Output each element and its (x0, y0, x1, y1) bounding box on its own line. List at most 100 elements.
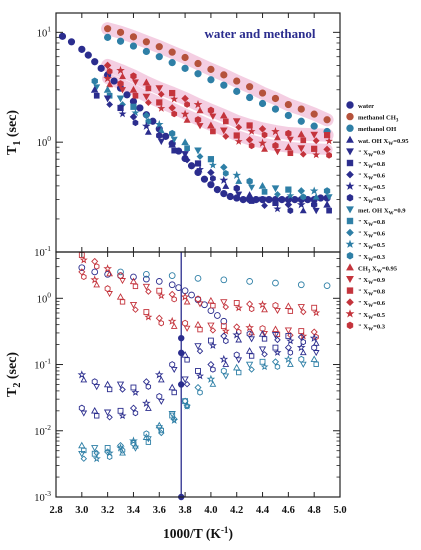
data-point (144, 312, 153, 321)
highlight-bands (101, 22, 334, 155)
data-point (91, 257, 99, 265)
data-point (181, 138, 189, 146)
data-point (129, 404, 138, 412)
data-point (129, 42, 138, 50)
data-point (158, 320, 164, 327)
data-point (142, 93, 151, 101)
axes: 2.8 3.0 3.2 3.4 3.6 3.8 4.0 4.2 4.4 4.6 4.8 5.0 101 1… (5, 12, 347, 541)
x-tick-label: 4.4 (256, 505, 270, 516)
data-point (213, 185, 221, 194)
data-point (106, 270, 113, 277)
data-point (207, 168, 215, 177)
data-point (296, 200, 306, 209)
data-point (103, 74, 112, 83)
data-point (297, 333, 305, 341)
data-point (81, 273, 87, 281)
data-point (155, 53, 163, 61)
data-point (312, 207, 320, 215)
data-point (181, 397, 189, 405)
legend-marker (346, 206, 354, 214)
data-point (91, 406, 99, 414)
data-point (312, 308, 321, 317)
data-point (194, 160, 202, 167)
legend-marker (346, 135, 354, 143)
data-point (284, 344, 292, 352)
data-point (181, 94, 189, 103)
data-point (207, 106, 215, 114)
data-point (157, 138, 165, 146)
legend-marker (346, 159, 354, 167)
data-point (234, 137, 243, 145)
data-point (106, 101, 114, 108)
data-point (246, 93, 254, 102)
data-point (312, 150, 321, 159)
data-point (271, 127, 280, 136)
data-point (287, 207, 294, 214)
data-point (246, 122, 253, 129)
data-point (272, 301, 279, 309)
data-point (297, 105, 305, 113)
data-point (222, 132, 230, 140)
data-point (323, 145, 331, 154)
data-point (245, 347, 254, 354)
data-point (103, 61, 112, 70)
data-point (309, 186, 319, 195)
data-point (245, 361, 254, 369)
data-point (167, 316, 177, 325)
data-point (67, 38, 76, 46)
data-point (311, 145, 318, 152)
data-point (119, 449, 126, 456)
data-point (157, 104, 166, 112)
x-tick-label: 2.8 (49, 505, 62, 516)
data-point (194, 383, 202, 392)
data-point (184, 402, 190, 410)
data-point (117, 104, 124, 112)
legend-marker (346, 287, 354, 294)
data-point (274, 190, 281, 198)
legend-label: " XW=0.9 (358, 149, 386, 158)
data-point (285, 333, 292, 339)
data-point (154, 370, 164, 379)
data-point (207, 121, 215, 129)
legend-label: " XW=0.8 (358, 289, 386, 298)
data-point (91, 77, 98, 85)
data-point (206, 374, 216, 383)
data-point (142, 111, 151, 120)
data-point (118, 109, 127, 118)
data-point (143, 309, 150, 315)
data-point (313, 361, 319, 367)
data-point (232, 118, 241, 126)
data-point (180, 292, 190, 301)
data-point (132, 409, 139, 417)
legend-marker (346, 275, 354, 284)
data-point (284, 354, 293, 364)
data-point (274, 336, 281, 344)
data-point (130, 273, 137, 281)
data-point (117, 407, 124, 414)
data-point (271, 358, 280, 366)
data-point (233, 363, 241, 371)
data-point (236, 369, 242, 376)
data-point (129, 301, 138, 309)
data-point (323, 187, 331, 195)
data-point (184, 357, 190, 363)
data-point (97, 64, 105, 72)
data-point (258, 300, 267, 309)
chart-title: water and methanol (205, 26, 316, 41)
data-point (78, 45, 86, 53)
data-point (116, 443, 125, 452)
data-point (248, 198, 255, 204)
data-point (286, 191, 295, 199)
data-point (197, 389, 203, 396)
data-point (222, 118, 229, 125)
data-point (156, 287, 163, 294)
data-point (194, 59, 202, 68)
data-point (248, 336, 255, 343)
data-point (157, 291, 166, 300)
data-point (104, 448, 112, 456)
data-point (291, 195, 299, 204)
data-point (261, 131, 268, 139)
data-point (171, 110, 178, 118)
data-point (261, 189, 268, 195)
data-point (184, 101, 190, 108)
